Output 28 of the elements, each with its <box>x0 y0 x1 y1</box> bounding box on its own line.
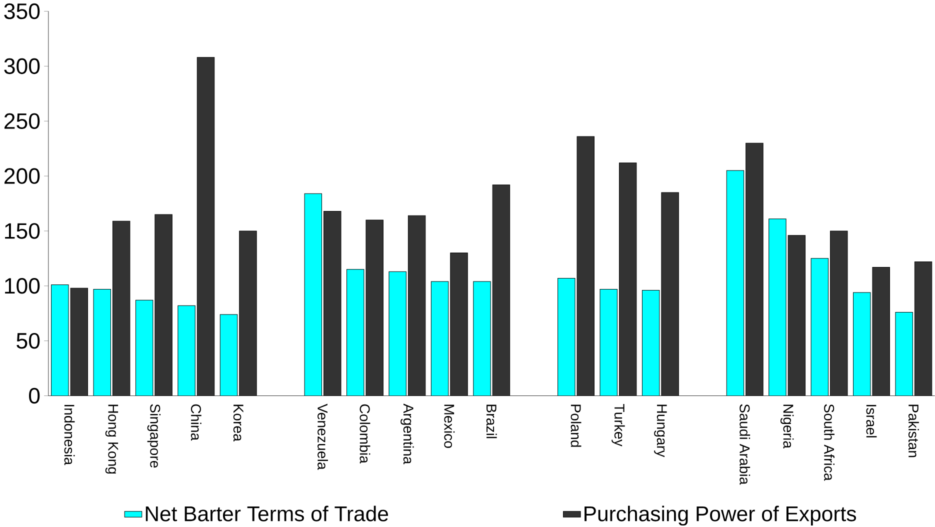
x-tick-label: South Africa <box>824 404 834 481</box>
x-tick-label: Korea <box>233 404 244 442</box>
y-tick-label: 250 <box>4 113 40 130</box>
legend-label: Purchasing Power of Exports <box>584 506 856 526</box>
x-tick-label: Israel <box>866 405 877 438</box>
x-tick-label: Colombia <box>360 404 370 464</box>
y-tick-label: 100 <box>5 278 40 294</box>
x-tick-label: Pakistan <box>908 404 919 458</box>
x-tick-label: Saudi Arabia <box>740 404 750 485</box>
y-tick-label: 200 <box>4 168 40 184</box>
y-tick-label: 50 <box>16 333 40 349</box>
x-tick-label: Singapore <box>147 404 161 468</box>
x-tick-label: Hungary <box>654 404 667 458</box>
x-tick-label: Nigeria <box>780 404 794 449</box>
x-tick-label: Turkey <box>612 404 625 447</box>
x-tick-label: Poland <box>570 404 582 447</box>
legend-label: Net Barter Terms of Trade <box>146 506 388 522</box>
x-tick-label: Indonesia <box>64 405 75 466</box>
y-tick-label: 0 <box>29 388 40 404</box>
y-tick-label: 300 <box>4 58 40 74</box>
x-tick-label: Argentina <box>400 404 414 464</box>
x-tick-label: Mexico <box>444 404 455 448</box>
x-tick-label: China <box>190 404 202 441</box>
x-tick-label: Venezuela <box>318 404 328 470</box>
y-tick-label: 150 <box>5 223 40 239</box>
y-tick-label: 350 <box>4 4 40 20</box>
x-tick-label: Brazil <box>486 404 497 438</box>
x-tick-label: Hong Kong <box>105 404 118 474</box>
